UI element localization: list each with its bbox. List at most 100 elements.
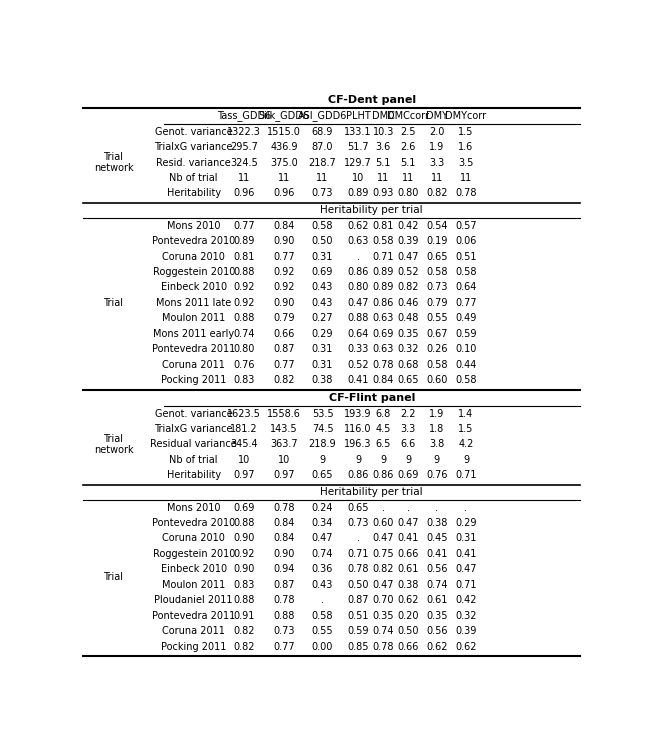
Text: 0.91: 0.91 (233, 610, 254, 621)
Text: 133.1: 133.1 (344, 127, 372, 136)
Text: Einbeck 2010: Einbeck 2010 (160, 565, 226, 574)
Text: 0.90: 0.90 (233, 565, 254, 574)
Text: DMY: DMY (426, 111, 448, 121)
Text: 0.81: 0.81 (233, 252, 254, 261)
Text: Mons 2010: Mons 2010 (167, 503, 221, 512)
Text: 0.74: 0.74 (233, 329, 254, 339)
Text: 0.59: 0.59 (455, 329, 477, 339)
Text: 0.75: 0.75 (373, 549, 394, 559)
Text: 0.39: 0.39 (398, 236, 419, 246)
Text: 6.6: 6.6 (400, 440, 416, 449)
Text: 0.48: 0.48 (398, 313, 419, 324)
Text: 74.5: 74.5 (312, 424, 333, 434)
Text: 0.69: 0.69 (373, 329, 394, 339)
Text: 0.47: 0.47 (397, 518, 419, 528)
Text: .: . (435, 503, 439, 512)
Text: 0.10: 0.10 (455, 345, 477, 354)
Text: DMYcorr: DMYcorr (445, 111, 487, 121)
Text: 0.77: 0.77 (273, 360, 295, 370)
Text: 11: 11 (377, 173, 389, 183)
Text: 2.5: 2.5 (400, 127, 416, 136)
Text: 0.87: 0.87 (273, 345, 294, 354)
Text: 0.55: 0.55 (312, 626, 333, 636)
Text: 11: 11 (402, 173, 415, 183)
Text: 0.63: 0.63 (373, 313, 394, 324)
Text: 295.7: 295.7 (230, 142, 258, 152)
Text: 0.88: 0.88 (273, 610, 294, 621)
Text: 0.24: 0.24 (312, 503, 333, 512)
Text: 0.71: 0.71 (373, 252, 394, 261)
Text: 0.38: 0.38 (312, 375, 333, 385)
Text: 0.92: 0.92 (233, 298, 254, 308)
Text: Roggestein 2010: Roggestein 2010 (153, 549, 235, 559)
Text: 10.3: 10.3 (373, 127, 394, 136)
Text: 0.84: 0.84 (273, 221, 294, 231)
Text: 0.51: 0.51 (455, 252, 477, 261)
Text: 0.64: 0.64 (455, 282, 477, 292)
Text: 0.39: 0.39 (455, 626, 477, 636)
Text: 0.82: 0.82 (233, 626, 254, 636)
Text: 11: 11 (460, 173, 472, 183)
Text: 1558.6: 1558.6 (267, 408, 301, 419)
Text: 0.88: 0.88 (233, 595, 254, 605)
Text: 0.42: 0.42 (455, 595, 477, 605)
Text: 0.46: 0.46 (398, 298, 419, 308)
Text: 0.60: 0.60 (373, 518, 394, 528)
Text: 0.64: 0.64 (347, 329, 369, 339)
Text: 0.84: 0.84 (373, 375, 394, 385)
Text: Genot. variance: Genot. variance (155, 127, 232, 136)
Text: 0.47: 0.47 (373, 580, 394, 589)
Text: 0.43: 0.43 (312, 298, 333, 308)
Text: Pontevedra 2011: Pontevedra 2011 (152, 345, 236, 354)
Text: 1.5: 1.5 (458, 424, 474, 434)
Text: Pocking 2011: Pocking 2011 (161, 642, 226, 652)
Text: 10: 10 (278, 455, 290, 465)
Text: 0.60: 0.60 (426, 375, 448, 385)
Text: 0.38: 0.38 (426, 518, 448, 528)
Text: 0.89: 0.89 (233, 236, 254, 246)
Text: 0.31: 0.31 (312, 252, 333, 261)
Text: 0.92: 0.92 (233, 549, 254, 559)
Text: 51.7: 51.7 (347, 142, 369, 152)
Text: Pontevedra 2010: Pontevedra 2010 (152, 518, 236, 528)
Text: 0.65: 0.65 (397, 375, 419, 385)
Text: .: . (407, 503, 410, 512)
Text: 9: 9 (355, 455, 361, 465)
Text: 0.41: 0.41 (426, 549, 448, 559)
Text: 1.9: 1.9 (429, 142, 444, 152)
Text: 0.47: 0.47 (397, 252, 419, 261)
Text: 53.5: 53.5 (312, 408, 333, 419)
Text: 0.61: 0.61 (426, 595, 448, 605)
Text: Mons 2011 late: Mons 2011 late (156, 298, 232, 308)
Text: 0.71: 0.71 (455, 470, 477, 480)
Text: 0.81: 0.81 (373, 221, 394, 231)
Text: 0.78: 0.78 (373, 360, 394, 370)
Text: 345.4: 345.4 (230, 440, 258, 449)
Text: 0.19: 0.19 (426, 236, 448, 246)
Text: 1.9: 1.9 (429, 408, 444, 419)
Text: Heritability: Heritability (167, 470, 221, 480)
Text: 0.58: 0.58 (426, 267, 448, 277)
Text: Residual variance: Residual variance (150, 440, 237, 449)
Text: 0.87: 0.87 (347, 595, 369, 605)
Text: Trial: Trial (104, 572, 124, 582)
Text: 0.20: 0.20 (397, 610, 419, 621)
Text: 0.35: 0.35 (426, 610, 448, 621)
Text: 0.71: 0.71 (347, 549, 369, 559)
Text: Mons 2010: Mons 2010 (167, 221, 221, 231)
Text: Heritability per trial: Heritability per trial (320, 488, 423, 497)
Text: 3.8: 3.8 (429, 440, 444, 449)
Text: 4.5: 4.5 (375, 424, 391, 434)
Text: 0.80: 0.80 (347, 282, 369, 292)
Text: 0.38: 0.38 (398, 580, 419, 589)
Text: 0.35: 0.35 (373, 610, 394, 621)
Text: Trial
network: Trial network (94, 434, 133, 455)
Text: 10: 10 (352, 173, 364, 183)
Text: 2.2: 2.2 (400, 408, 416, 419)
Text: 0.57: 0.57 (455, 221, 477, 231)
Text: 3.5: 3.5 (458, 157, 474, 168)
Text: 0.41: 0.41 (398, 533, 419, 544)
Text: 0.59: 0.59 (347, 626, 369, 636)
Text: 0.34: 0.34 (312, 518, 333, 528)
Text: 87.0: 87.0 (312, 142, 333, 152)
